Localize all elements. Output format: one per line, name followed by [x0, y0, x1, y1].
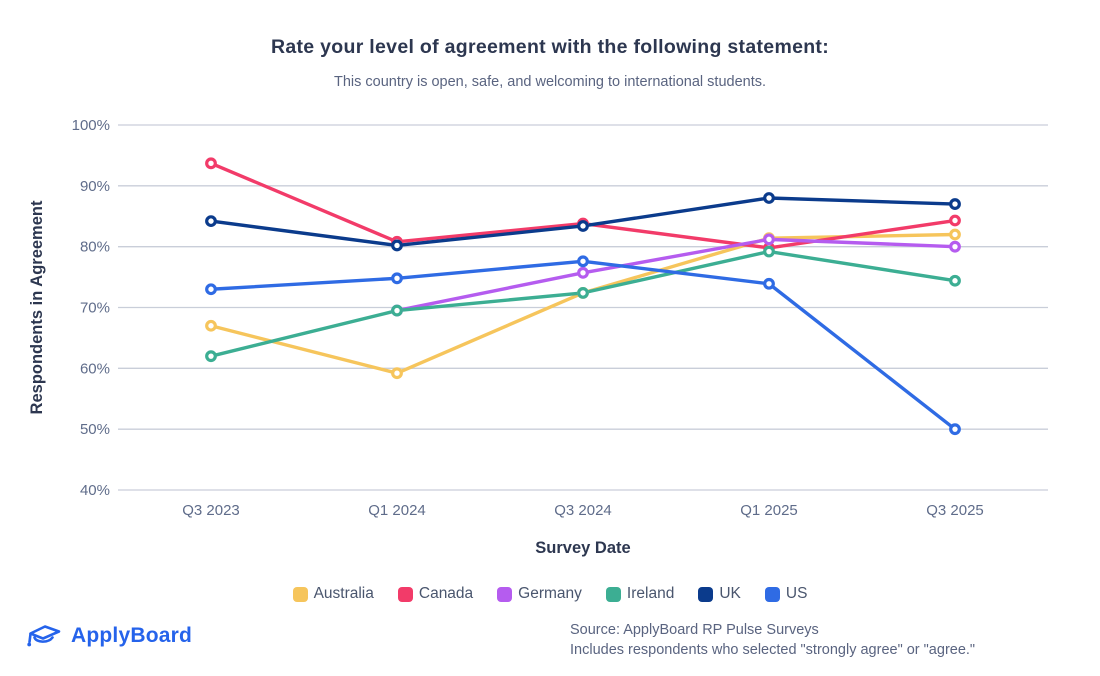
data-point-canada-q3-2025 [949, 214, 961, 227]
legend-swatch-germany [497, 586, 513, 602]
x-tick-q1-2025: Q1 2025 [740, 502, 798, 519]
x-axis-title: Survey Date [535, 539, 630, 557]
data-point-germany-q3-2025 [949, 240, 961, 253]
data-point-us-q3-2024 [577, 255, 589, 268]
applyboard-cap-icon [27, 625, 61, 647]
y-tick-70-: 70% [80, 300, 110, 317]
data-point-uk-q1-2025 [763, 192, 775, 204]
source-line-2: Includes respondents who selected "stron… [570, 642, 976, 658]
data-point-ireland-q3-2024 [577, 287, 589, 299]
legend-label-uk: UK [719, 585, 741, 602]
chart-title: Rate your level of agreement with the fo… [270, 36, 830, 58]
source-text: Source: ApplyBoard RP Pulse Surveys Incl… [570, 620, 975, 660]
data-point-ireland-q3-2023 [205, 350, 217, 363]
source-line-1: Source: ApplyBoard RP Pulse Surveys [570, 622, 819, 638]
data-point-uk-q3-2023 [205, 215, 217, 228]
data-point-australia-q3-2023 [205, 319, 217, 332]
legend-label-us: US [785, 585, 808, 602]
data-point-ireland-q1-2025 [763, 245, 775, 258]
y-tick-80-: 80% [80, 239, 110, 256]
logo-text: ApplyBoard [71, 624, 193, 647]
data-point-canada-q3-2023 [205, 157, 217, 170]
data-point-australia-q1-2024 [391, 367, 403, 380]
legend-item-ireland: Ireland [605, 585, 675, 603]
legend-swatch-canada [397, 586, 413, 602]
legend-swatch-us [764, 586, 780, 602]
legend-swatch-uk [698, 586, 714, 602]
legend-item-germany: Germany [497, 585, 582, 603]
legend-label-canada: Canada [418, 585, 474, 602]
legend-label-australia: Australia [313, 585, 374, 602]
series-line-us [209, 259, 957, 431]
x-tick-q3-2023: Q3 2023 [182, 502, 240, 519]
chart-legend: Australia Canada Germany Ireland UK US [0, 585, 1100, 603]
data-point-us-q3-2023 [205, 283, 217, 296]
y-axis-title: Respondents in Agreement [28, 200, 46, 414]
chart-subtitle: This country is open, safe, and welcomin… [333, 74, 767, 90]
data-point-us-q1-2025 [763, 277, 775, 290]
applyboard-logo: ApplyBoard [24, 620, 192, 652]
x-tick-q3-2024: Q3 2024 [554, 502, 612, 519]
line-chart: 100% 90% 80% 70% 60% 50% 40% Q3 2023 Q1 2024 Q3 2… [28, 117, 1048, 557]
data-point-germany-q3-2024 [577, 266, 589, 279]
y-tick-60-: 60% [80, 360, 110, 377]
data-point-germany-q1-2025 [763, 233, 775, 246]
data-point-us-q3-2025 [949, 423, 961, 436]
data-point-us-q1-2024 [391, 272, 403, 285]
data-point-ireland-q1-2024 [391, 304, 403, 317]
legend-item-canada: Canada [397, 585, 474, 603]
data-point-uk-q3-2025 [949, 198, 961, 210]
legend-item-australia: Australia [292, 585, 374, 603]
legend-label-germany: Germany [518, 585, 582, 602]
legend-swatch-ireland [605, 586, 621, 602]
series-line-australia [209, 232, 957, 375]
y-tick-50-: 50% [80, 421, 110, 438]
data-point-uk-q1-2024 [391, 239, 403, 252]
y-tick-90-: 90% [80, 178, 110, 195]
data-point-australia-q3-2025 [949, 228, 961, 241]
y-tick-40-: 40% [80, 482, 110, 499]
legend-item-us: US [764, 585, 808, 603]
x-tick-q3-2025: Q3 2025 [926, 502, 984, 519]
legend-item-uk: UK [698, 585, 741, 603]
data-point-uk-q3-2024 [577, 220, 589, 232]
legend-label-ireland: Ireland [626, 585, 675, 602]
legend-swatch-australia [292, 586, 308, 602]
y-tick-100-: 100% [72, 117, 110, 134]
data-point-ireland-q3-2025 [949, 274, 961, 287]
series-line-germany [395, 237, 957, 313]
x-tick-q1-2024: Q1 2024 [368, 502, 426, 519]
